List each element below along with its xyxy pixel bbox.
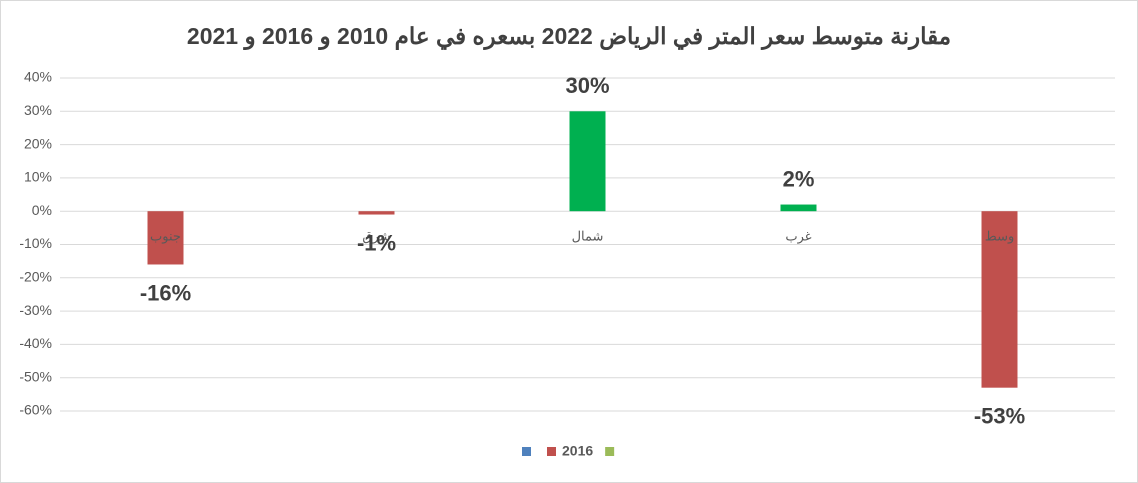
y-tick-label: -10% (19, 235, 52, 251)
legend-swatch (547, 447, 556, 456)
bar (358, 211, 395, 215)
y-tick-label: -40% (19, 335, 52, 351)
y-tick-label: -50% (19, 368, 52, 384)
bar (780, 204, 817, 212)
value-label: -16% (140, 280, 191, 305)
x-tick-label: جنوب (150, 230, 181, 245)
chart-title: مقارنة متوسط سعر المتر في الرياض 2022 بس… (187, 23, 951, 51)
y-tick-label: 40% (24, 69, 52, 85)
legend-swatch (605, 447, 615, 456)
x-tick-label: وسط (985, 230, 1015, 245)
bar (147, 211, 184, 265)
y-tick-label: -30% (19, 302, 52, 318)
value-label: 30% (565, 73, 609, 98)
value-label: -53% (974, 404, 1025, 429)
bar (569, 111, 606, 212)
y-tick-label: 10% (24, 169, 52, 185)
y-tick-label: 0% (32, 202, 52, 218)
legend-label: 2016 (562, 443, 593, 459)
value-label: -1% (357, 230, 396, 255)
value-label: 2% (783, 166, 815, 191)
x-tick-label: شمال (572, 230, 604, 245)
x-tick-label: شرق (362, 230, 390, 245)
y-tick-label: 30% (24, 102, 52, 118)
legend-swatch (522, 447, 531, 456)
x-tick-label: غرب (785, 230, 811, 245)
bar (981, 211, 1018, 388)
y-tick-label: -60% (19, 402, 52, 418)
y-tick-label: 20% (24, 135, 52, 151)
y-tick-label: -20% (19, 269, 52, 285)
